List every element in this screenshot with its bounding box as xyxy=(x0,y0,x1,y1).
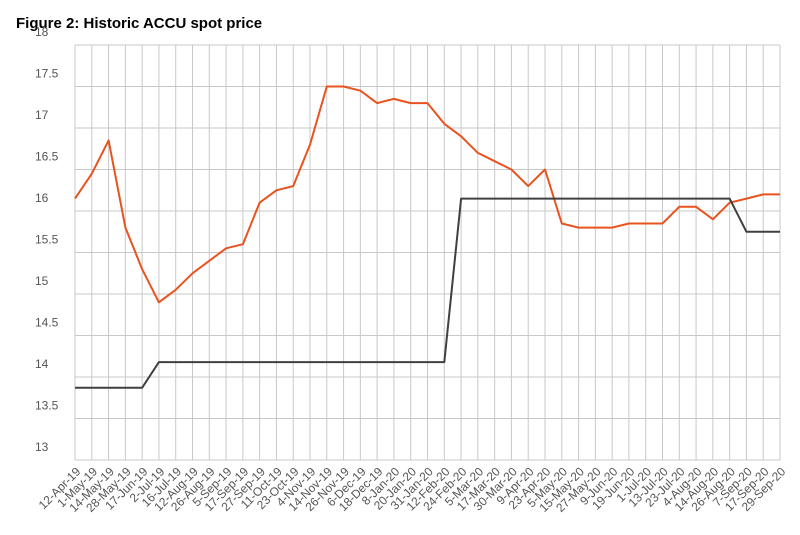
y-tick-label: 14 xyxy=(35,357,49,371)
y-tick-label: 16 xyxy=(35,191,49,205)
series-line xyxy=(75,197,780,389)
y-tick-label: 17 xyxy=(35,108,49,122)
y-tick-label: 15 xyxy=(35,274,49,288)
y-tick-label: 14.5 xyxy=(35,316,59,330)
y-tick-label: 17.5 xyxy=(35,67,59,81)
y-tick-label: 15.5 xyxy=(35,233,59,247)
series-line xyxy=(74,85,780,304)
y-tick-label: 18 xyxy=(35,25,49,39)
y-tick-label: 13.5 xyxy=(35,399,59,413)
y-tick-label: 13 xyxy=(35,440,49,454)
chart-title: Figure 2: Historic ACCU spot price xyxy=(16,15,262,32)
y-tick-label: 16.5 xyxy=(35,150,59,164)
